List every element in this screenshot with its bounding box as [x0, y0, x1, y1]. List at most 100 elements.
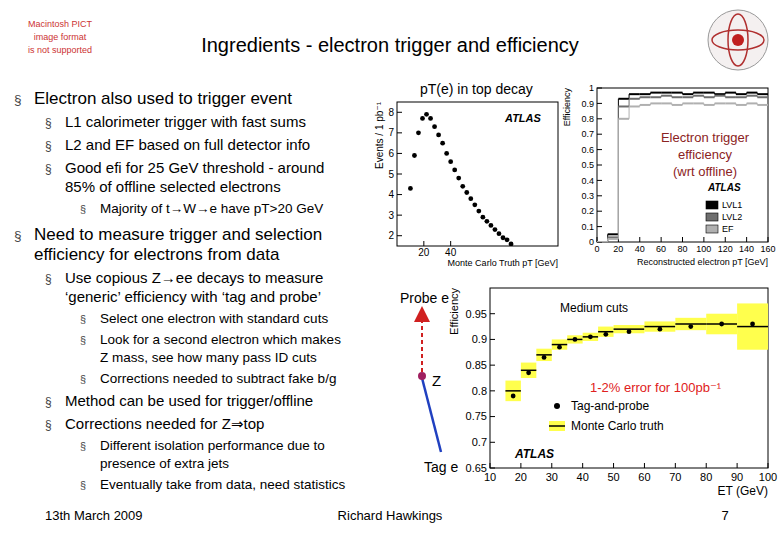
plot-frame: [490, 288, 768, 468]
bullet-symbol: §: [80, 313, 86, 325]
legend: Tag-and-probeMonte Carlo truth: [549, 399, 664, 433]
histogram-bin: [629, 105, 640, 107]
y-tick-label: 0.5: [581, 160, 594, 170]
data-point: [688, 324, 693, 329]
x-tick-label: 20: [515, 471, 527, 483]
histogram-bin: [736, 96, 747, 98]
histogram-bin: [747, 92, 758, 94]
y-tick-label: 0.85: [466, 359, 487, 371]
plot-frame: [397, 102, 558, 246]
legend-line: [549, 425, 565, 427]
data-point: [436, 133, 441, 138]
bullet-symbol: §: [80, 203, 86, 215]
data-point: [509, 242, 514, 246]
x-tick-label: 160: [760, 244, 775, 254]
x-tick-label: 100: [696, 244, 711, 254]
x-tick: [737, 463, 738, 468]
chart: 00.10.20.30.40.50.60.70.80.9102040608010…: [562, 83, 776, 267]
x-tick: [768, 463, 769, 468]
bullet-symbol: §: [80, 440, 86, 452]
plot-data: [597, 93, 768, 242]
histogram-riser: [618, 119, 619, 239]
data-point: [511, 394, 516, 399]
y-tick: [597, 88, 602, 89]
x-tick-label: 90: [731, 471, 743, 483]
histogram-bin: [725, 92, 736, 94]
tag-line: [422, 378, 441, 452]
y-tick-label: 7: [388, 127, 394, 138]
bullet-symbol: §: [45, 395, 52, 409]
y-tick: [597, 165, 602, 166]
probe-label: Probe e: [400, 290, 449, 306]
x-tick: [644, 463, 645, 468]
slide: Ingredients - electron trigger and effic…: [0, 0, 780, 540]
data-point: [440, 141, 445, 146]
histogram-bin: [608, 238, 619, 240]
error-band: [505, 381, 520, 402]
x-tick: [613, 463, 614, 468]
error-band: [644, 321, 675, 331]
y-tick: [490, 390, 495, 391]
atlas-label: ATLAS: [707, 182, 741, 193]
histogram-bin: [608, 236, 619, 238]
y-tick-label: 0.9: [472, 333, 487, 345]
y-tick: [597, 118, 602, 119]
footer-page: 7: [721, 508, 728, 523]
y-tick-label: 0.1: [581, 222, 594, 232]
histogram-bin: [629, 98, 640, 100]
histogram-bin: [736, 93, 747, 95]
logo-orbit: [712, 30, 764, 50]
histogram-bin: [672, 104, 683, 106]
logo-core: [732, 34, 744, 46]
y-tick-label: 0.7: [472, 436, 487, 448]
y-tick: [490, 339, 495, 340]
legend-swatch: [706, 213, 718, 221]
bullet-text: Eventually take from data, need statisti…: [100, 477, 346, 492]
histogram-bin: [725, 96, 736, 98]
x-tick: [768, 237, 769, 242]
histogram-bin: [672, 92, 683, 94]
data-point: [542, 355, 547, 360]
x-axis-label: Monte Carlo Truth pT [GeV]: [448, 258, 558, 268]
plot-data: [408, 112, 513, 246]
histogram-bin: [747, 102, 758, 104]
chart-title: Medium cuts: [560, 301, 628, 315]
atlas-label: ATLAS: [504, 112, 542, 124]
bullet-symbol: §: [45, 272, 52, 286]
data-point: [468, 196, 473, 201]
error-band: [675, 318, 706, 330]
data-point: [472, 202, 477, 207]
bullet-text: Z mass, see how many pass ID cuts: [100, 350, 317, 365]
legend-label: LVL1: [722, 200, 742, 210]
x-tick-label: 10: [484, 471, 496, 483]
bullet-text: L1 calorimeter trigger with fast sums: [65, 113, 306, 130]
histogram-bin: [618, 105, 629, 107]
x-tick-label: 50: [607, 471, 619, 483]
bullet-text: Electron also used to trigger event: [34, 89, 292, 108]
histogram-bin: [683, 93, 694, 95]
y-tick-label: 0.75: [466, 410, 487, 422]
error-band: [737, 303, 768, 349]
x-axis-label: Reconstructed electron pT [GeV]: [637, 257, 768, 267]
y-tick-label: 0: [589, 237, 594, 247]
histogram-bin: [661, 92, 672, 94]
atlas-logo: [708, 10, 768, 70]
y-tick: [490, 416, 495, 417]
chart-title: pT(e) in top decay: [420, 81, 533, 97]
histogram-bin: [640, 104, 651, 106]
y-tick-label: 2: [388, 230, 394, 241]
y-tick: [490, 468, 495, 469]
y-tick-label: 0.8: [581, 114, 594, 124]
histogram-bin: [704, 92, 715, 94]
footer-author: Richard Hawkings: [338, 508, 443, 523]
y-tick: [397, 112, 402, 113]
histogram-bin: [608, 233, 619, 235]
y-tick-label: 3: [388, 210, 394, 221]
error-band: [614, 325, 645, 333]
y-axis-label: Events / 1 pb⁻¹: [374, 101, 385, 169]
bullet-text: Corrections needed for Z⇒top: [65, 415, 264, 432]
histogram-bin: [736, 104, 747, 106]
footer-date: 13th March 2009: [45, 508, 143, 523]
histogram-bin: [715, 95, 726, 97]
x-tick: [639, 237, 640, 242]
